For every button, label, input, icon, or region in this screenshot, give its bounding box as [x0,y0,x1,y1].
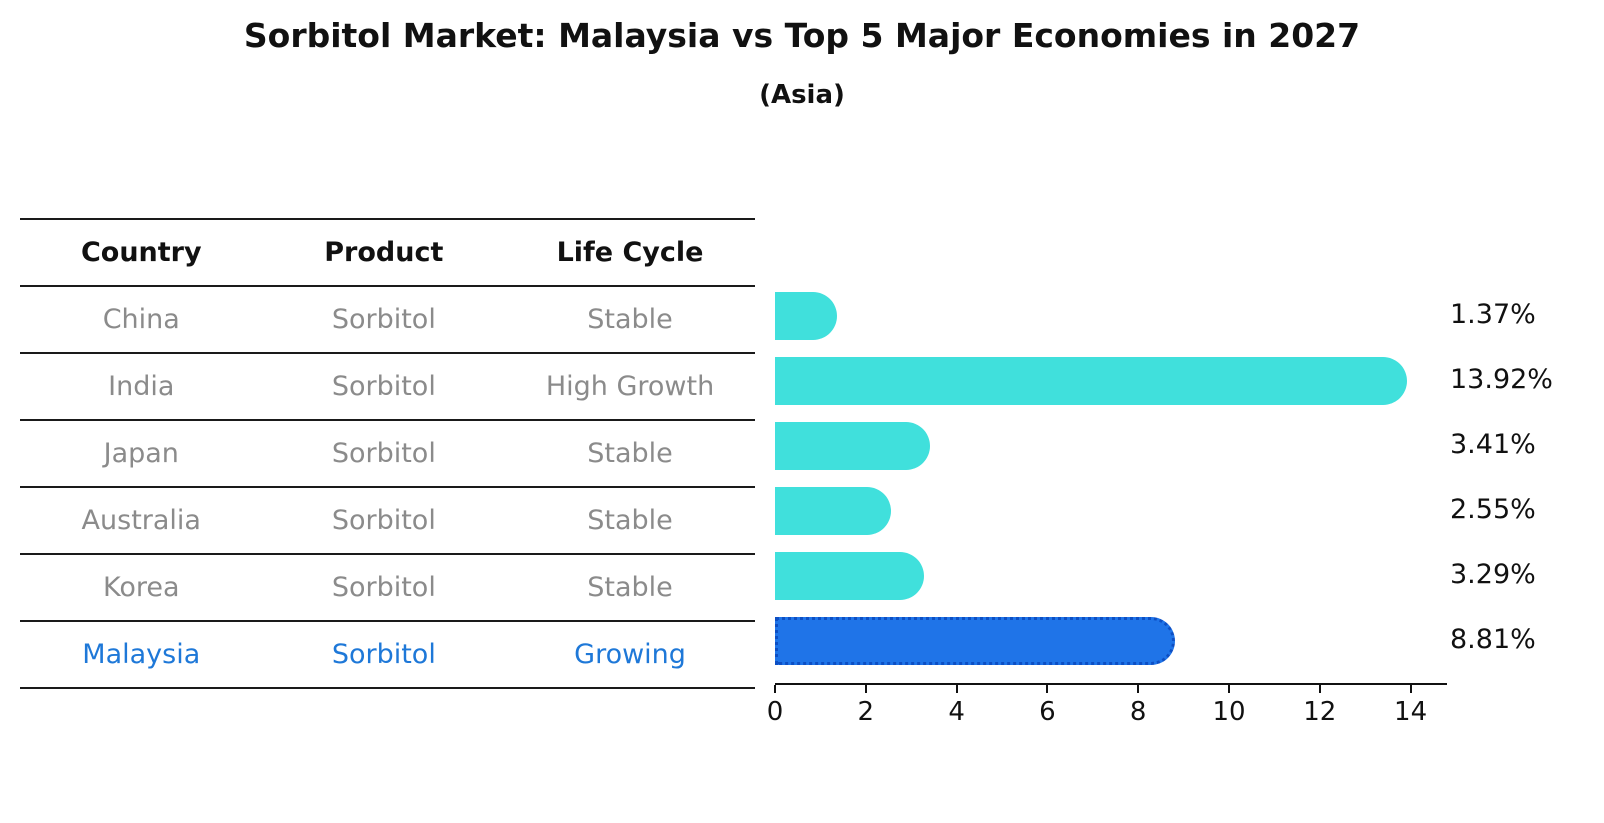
product-cell: Sorbitol [331,639,436,670]
table-row: Australia Sorbitol Stable [20,488,755,555]
x-tick-mark [1046,685,1049,693]
x-axis: 0 2 4 6 8 10 12 14 [767,683,1447,727]
table-header-row: Country Product Life Cycle [20,218,755,287]
value-label: 13.92% [1450,364,1553,395]
header-product: Product [324,237,444,268]
country-cell: Australia [81,505,201,536]
chart-subtitle: (Asia) [759,80,845,110]
x-tick-label: 14 [1394,697,1428,727]
value-label: 8.81% [1450,624,1536,655]
bar [775,421,930,470]
header-lifecycle: Life Cycle [556,237,704,268]
lifecycle-cell: High Growth [545,371,715,402]
country-cell: Malaysia [82,639,201,670]
x-tick-mark [864,685,867,693]
table-row: Korea Sorbitol Stable [20,555,755,622]
table-row: China Sorbitol Stable [20,287,755,354]
data-table: Country Product Life Cycle China Sorbitol… [20,218,755,689]
x-tick-label: 6 [1039,697,1056,727]
x-tick-mark [774,685,776,693]
header-country: Country [80,237,202,268]
table-row: Malaysia Sorbitol Growing [20,622,755,689]
bar [775,356,1407,405]
lifecycle-cell: Growing [574,639,686,670]
bar-chart [775,283,1447,673]
table-row: Japan Sorbitol Stable [20,421,755,488]
x-tick-mark [1228,685,1230,693]
country-cell: Japan [103,438,179,469]
country-cell: India [108,371,175,402]
x-tick-mark [1409,685,1412,693]
product-cell: Sorbitol [331,505,436,536]
product-cell: Sorbitol [331,572,436,603]
value-label: 2.55% [1450,494,1536,525]
bar [775,551,925,600]
x-tick-label: 0 [766,697,784,727]
x-tick-label: 12 [1303,697,1337,727]
x-tick-label: 4 [948,697,965,727]
table-row: India Sorbitol High Growth [20,354,755,421]
bar [775,291,838,340]
table-body: China Sorbitol Stable India Sorbitol High Gro… [20,287,755,689]
country-cell: China [102,304,180,335]
chart-title: Sorbitol Market: Malaysia vs Top 5 Major… [243,16,1361,55]
value-label: 3.41% [1450,429,1536,460]
lifecycle-cell: Stable [587,505,673,536]
x-tick-mark [1137,685,1140,693]
lifecycle-cell: Stable [587,304,673,335]
value-label: 1.37% [1450,299,1536,330]
x-tick-label: 10 [1212,697,1246,727]
lifecycle-cell: Stable [587,438,673,469]
product-cell: Sorbitol [331,371,436,402]
bar [775,486,891,535]
product-cell: Sorbitol [331,438,436,469]
x-tick-mark [955,685,958,693]
x-tick-label: 8 [1129,697,1147,727]
bar-highlight [775,616,1175,665]
lifecycle-cell: Stable [587,572,673,603]
value-label: 3.29% [1450,559,1536,590]
x-tick-label: 2 [857,697,875,727]
product-cell: Sorbitol [331,304,436,335]
x-tick-mark [1318,685,1321,693]
country-cell: Korea [103,572,180,603]
